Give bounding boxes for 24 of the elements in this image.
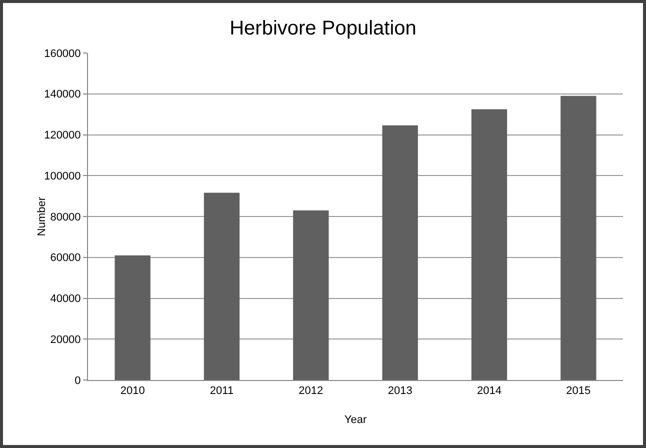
y-tick-label: 0 bbox=[74, 374, 81, 387]
y-axis-title: Number bbox=[36, 196, 48, 236]
y-tick-label: 80000 bbox=[50, 211, 81, 224]
x-tick-label: 2014 bbox=[477, 385, 502, 398]
chart-title: Herbivore Population bbox=[230, 18, 416, 40]
bar bbox=[560, 96, 596, 380]
bar bbox=[471, 109, 508, 380]
bar bbox=[204, 192, 240, 380]
y-tick-label: 60000 bbox=[50, 252, 81, 264]
x-tick-label: 2010 bbox=[120, 385, 145, 398]
bar bbox=[293, 210, 329, 380]
y-tick-label: 40000 bbox=[50, 293, 81, 306]
x-tick-label: 2015 bbox=[566, 385, 591, 398]
y-tick-label: 20000 bbox=[50, 334, 81, 346]
x-tick-label: 2013 bbox=[388, 385, 412, 398]
x-tick-label: 2012 bbox=[298, 385, 324, 398]
x-axis-title: Year bbox=[344, 414, 367, 426]
bar bbox=[382, 125, 418, 380]
x-tick-label: 2011 bbox=[210, 385, 234, 398]
bar bbox=[114, 255, 150, 380]
y-tick-label: 140000 bbox=[44, 88, 81, 101]
y-tick-label: 120000 bbox=[44, 130, 81, 142]
y-tick-label: 160000 bbox=[44, 48, 81, 60]
y-tick-label: 100000 bbox=[44, 170, 81, 182]
